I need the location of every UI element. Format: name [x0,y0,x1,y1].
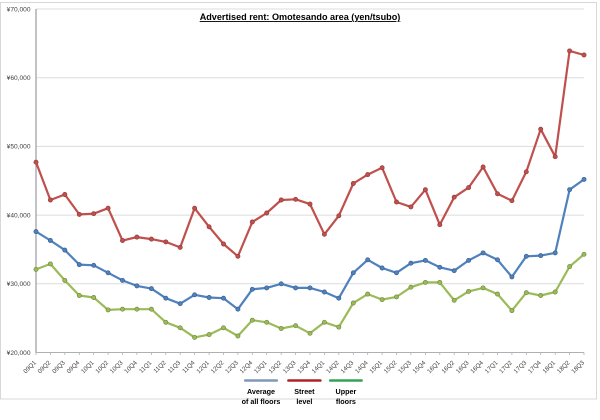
svg-text:¥30,000: ¥30,000 [7,281,31,288]
svg-text:level: level [296,397,312,406]
svg-text:¥20,000: ¥20,000 [7,350,31,357]
svg-text:¥70,000: ¥70,000 [7,6,31,13]
svg-text:of all floors: of all floors [242,397,281,406]
svg-text:¥50,000: ¥50,000 [7,144,31,151]
svg-text:Average: Average [247,387,275,396]
svg-text:Advertised rent: Omotesando ar: Advertised rent: Omotesando area (yen/ts… [200,12,401,22]
svg-text:Street: Street [294,387,315,396]
svg-text:floors: floors [336,397,356,406]
svg-text:Upper: Upper [336,387,357,396]
svg-text:¥60,000: ¥60,000 [7,75,31,82]
svg-text:¥40,000: ¥40,000 [7,212,31,219]
